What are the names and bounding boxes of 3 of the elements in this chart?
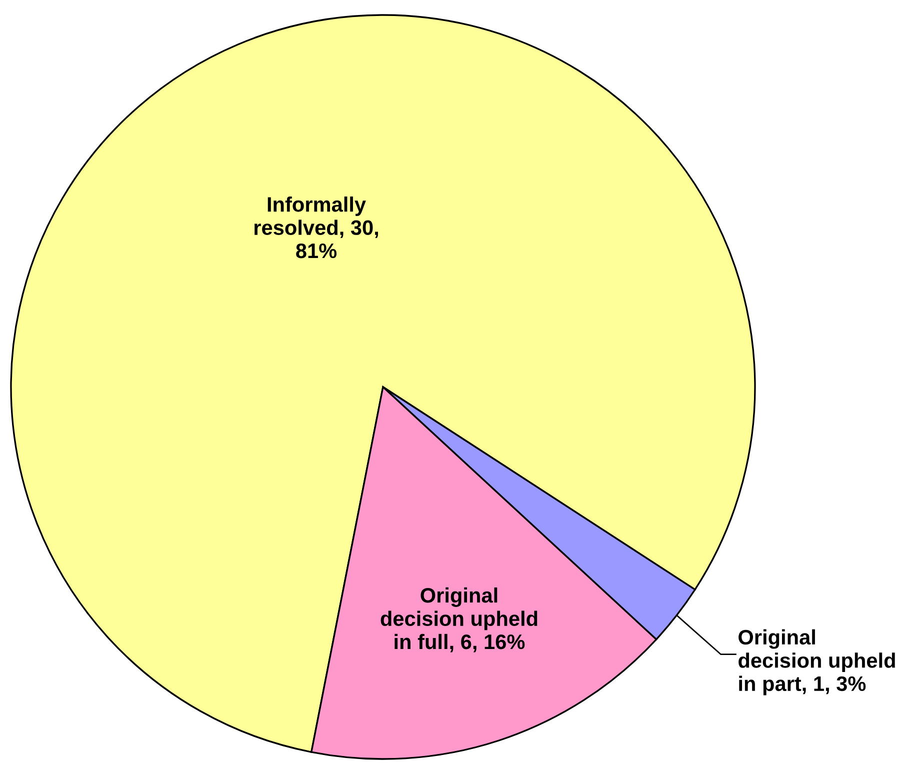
slice-label: Informally resolved, 30, 81% xyxy=(254,196,378,258)
slice-label: Original decision upheld in full, 6, 16% xyxy=(380,587,538,652)
slice-label: Original decision upheld in part, 1, 3% xyxy=(738,629,895,696)
